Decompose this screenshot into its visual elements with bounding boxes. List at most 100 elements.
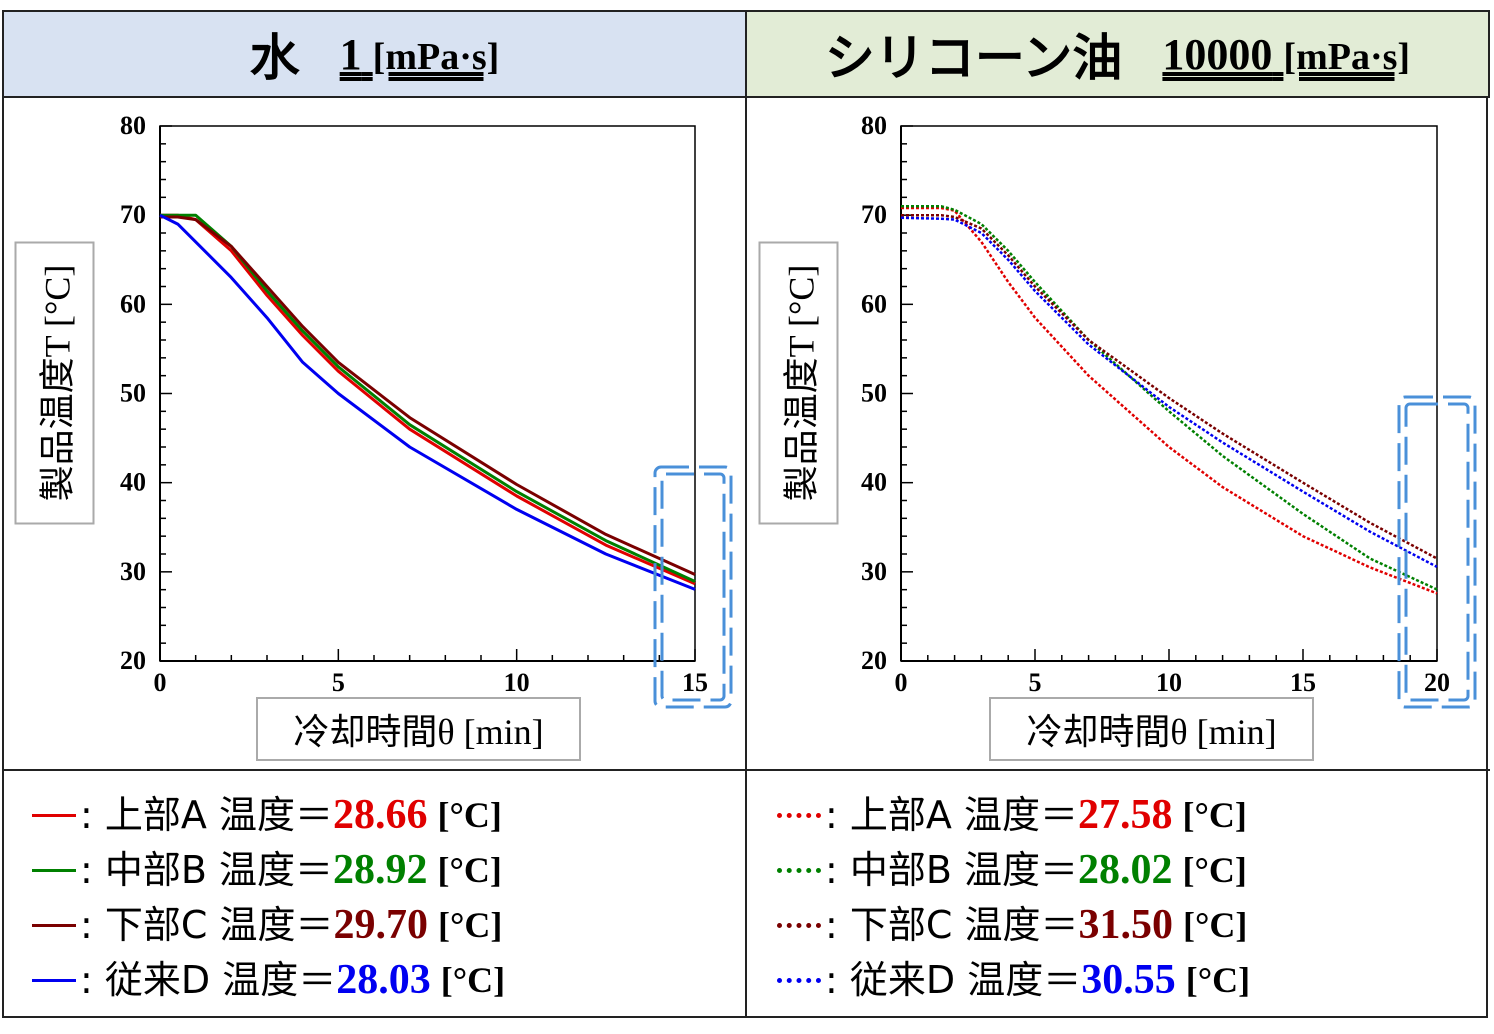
header-title: シリコーン油 <box>824 30 1123 86</box>
plot-area <box>159 125 696 662</box>
x-tick-label: 15 <box>682 668 708 697</box>
legend-value: 30.55 <box>1081 957 1176 1003</box>
legend-line-swatch <box>32 979 76 982</box>
y-tick-label: 60 <box>120 289 146 318</box>
y-tick-label: 50 <box>861 379 887 408</box>
y-tick-label: 20 <box>861 646 887 675</box>
y-tick-label: 30 <box>120 557 146 586</box>
legend-entry: : 下部C 温度＝ 29.70 [°C] <box>32 898 505 953</box>
legend-entry: : 中部B 温度＝ 28.02 [°C] <box>777 843 1250 898</box>
legend-line-swatch <box>32 924 76 927</box>
legend-value: 28.66 <box>332 792 428 838</box>
legend-value: 28.92 <box>333 847 428 893</box>
legend-label: 従来D 温度＝ <box>849 958 1082 1002</box>
legend-unit: [°C] <box>440 960 506 1000</box>
legend-colon: : <box>825 903 850 947</box>
x-tick-label: 5 <box>332 668 345 697</box>
legend-silicone-oil: : 上部A 温度＝ 27.58 [°C]: 中部B 温度＝ 28.02 [°C]: 下部… <box>777 788 1250 1008</box>
legend-colon: : <box>80 903 105 947</box>
viscosity-unit: [mPa·s] <box>372 35 500 78</box>
legend-unit: [°C] <box>1182 795 1247 835</box>
header-viscosity: 10000 [mPa·s] <box>1162 29 1410 80</box>
legend-colon: : <box>80 958 105 1002</box>
plot-area <box>900 125 1438 662</box>
legend-label: 従来D 温度＝ <box>104 958 337 1002</box>
legend-label: 下部C 温度＝ <box>849 903 1079 947</box>
legend-colon: : <box>825 793 850 837</box>
legend-value: 28.03 <box>336 957 431 1003</box>
legend-entry: : 上部A 温度＝ 28.66 [°C] <box>32 788 505 843</box>
header-viscosity: 1 [mPa·s] <box>340 29 500 80</box>
legend-label: 中部B 温度＝ <box>849 848 1079 892</box>
legend-entry: : 従来D 温度＝ 30.55 [°C] <box>777 953 1250 1008</box>
highlight-box-inner <box>660 472 726 702</box>
divider-vertical <box>745 10 747 1018</box>
divider-horizontal <box>2 769 1490 771</box>
y-tick-label: 30 <box>861 557 887 586</box>
legend-line-swatch <box>777 923 821 928</box>
legend-unit: [°C] <box>1185 960 1251 1000</box>
legend-value: 29.70 <box>333 902 429 948</box>
y-axis-label-right: 製品温度T [°C] <box>758 241 839 525</box>
y-tick-label: 80 <box>120 111 146 140</box>
legend-entry: : 従来D 温度＝ 28.03 [°C] <box>32 953 505 1008</box>
x-tick-label: 0 <box>895 668 908 697</box>
legend-colon: : <box>825 958 850 1002</box>
legend-label: 上部A 温度＝ <box>849 793 1078 837</box>
header-title: 水 <box>249 30 300 86</box>
legend-value: 28.02 <box>1078 847 1173 893</box>
legend-colon: : <box>80 793 105 837</box>
header-silicone-oil: シリコーン油 10000 [mPa·s] <box>745 10 1490 98</box>
y-tick-label: 80 <box>861 111 887 140</box>
x-tick-label: 5 <box>1029 668 1042 697</box>
legend-line-swatch <box>777 868 821 873</box>
series-line-従来D <box>159 213 696 591</box>
x-tick-label: 10 <box>504 668 530 697</box>
series-line-下部C <box>901 213 1438 560</box>
legend-line-swatch <box>777 813 821 818</box>
viscosity-value: 1 <box>339 29 362 79</box>
y-tick-label: 70 <box>861 200 887 229</box>
header-water: 水 1 [mPa·s] <box>2 10 747 98</box>
legend-unit: [°C] <box>438 905 503 945</box>
legend-unit: [°C] <box>437 850 502 890</box>
legend-label: 中部B 温度＝ <box>104 848 334 892</box>
x-tick-label: 0 <box>154 668 167 697</box>
x-tick-label: 15 <box>1290 668 1316 697</box>
highlight-box <box>653 465 733 709</box>
y-tick-label: 70 <box>120 200 146 229</box>
x-axis-label-right: 冷却時間θ [min] <box>989 697 1314 761</box>
legend-unit: [°C] <box>1183 905 1248 945</box>
x-tick-label: 10 <box>1156 668 1182 697</box>
legend-unit: [°C] <box>437 795 502 835</box>
legend-entry: : 中部B 温度＝ 28.92 [°C] <box>32 843 505 898</box>
highlight-box-inner <box>1404 402 1470 702</box>
y-tick-label: 50 <box>120 379 146 408</box>
legend-unit: [°C] <box>1182 850 1247 890</box>
series-line-中部B <box>901 205 1438 591</box>
legend-value: 27.58 <box>1077 792 1173 838</box>
y-tick-label: 20 <box>120 646 146 675</box>
series-line-上部A <box>160 213 696 586</box>
legend-label: 下部C 温度＝ <box>104 903 334 947</box>
legend-line-swatch <box>32 869 76 872</box>
series-line-従来D <box>900 216 1438 569</box>
legend-colon: : <box>80 848 105 892</box>
legend-value: 31.50 <box>1078 902 1174 948</box>
viscosity-value: 10000 <box>1162 29 1273 79</box>
legend-water: : 上部A 温度＝ 28.66 [°C]: 中部B 温度＝ 28.92 [°C]: 下部… <box>32 788 505 1008</box>
legend-line-swatch <box>32 814 76 817</box>
x-tick-label: 20 <box>1424 668 1450 697</box>
y-tick-label: 40 <box>120 468 146 497</box>
series-line-下部C <box>160 215 696 576</box>
x-axis-label-left: 冷却時間θ [min] <box>256 697 581 761</box>
legend-colon: : <box>825 848 850 892</box>
viscosity-unit: [mPa·s] <box>1283 35 1411 78</box>
series-line-上部A <box>901 206 1438 595</box>
legend-line-swatch <box>777 978 821 983</box>
y-axis-label-left: 製品温度T [°C] <box>14 241 95 525</box>
legend-label: 上部A 温度＝ <box>104 793 333 837</box>
legend-entry: : 上部A 温度＝ 27.58 [°C] <box>777 788 1250 843</box>
